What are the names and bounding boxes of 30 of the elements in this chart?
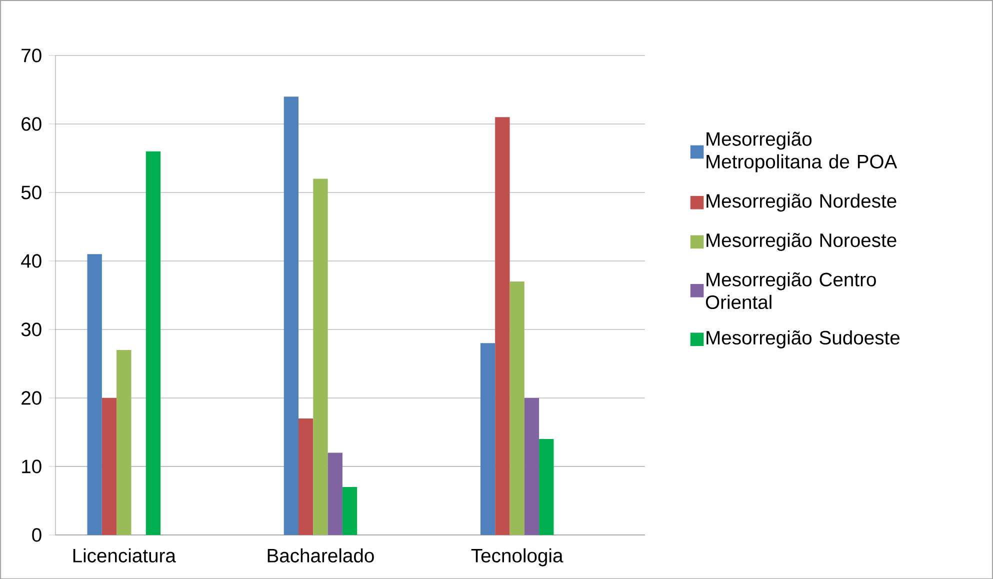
y-tick-label: 20 — [22, 390, 42, 405]
y-tick-label: 0 — [32, 528, 42, 542]
bar — [510, 281, 524, 535]
bar — [102, 398, 117, 535]
bar — [116, 350, 132, 535]
bar — [480, 342, 496, 535]
bar — [146, 151, 161, 535]
legend-label: Mesorregião Metropolitana de POA — [706, 131, 898, 172]
legend-label: Mesorregião Nordeste — [706, 193, 896, 212]
y-tick-label: 70 — [22, 48, 42, 62]
legend-label: Mesorregião Sudoeste — [706, 330, 900, 348]
bar — [495, 116, 510, 535]
y-tick-label: 30 — [21, 322, 42, 336]
legend-label: Mesorregião Noroeste — [706, 232, 896, 251]
bar — [313, 178, 328, 535]
bar — [524, 398, 540, 535]
bar — [539, 438, 554, 535]
x-tick-label: Licenciatura — [73, 548, 176, 562]
bar — [87, 254, 102, 535]
bar — [328, 452, 342, 535]
x-tick-label: Tecnologia — [471, 548, 564, 566]
y-tick-label: 60 — [22, 116, 42, 131]
y-tick-label: 50 — [21, 185, 42, 200]
y-tick-label: 40 — [21, 254, 42, 268]
bar — [284, 96, 298, 535]
bar — [342, 486, 358, 535]
x-tick-label: Bacharelado — [268, 548, 374, 562]
bar — [298, 418, 314, 535]
legend-label: Mesorregião Centro Oriental — [706, 272, 876, 309]
y-tick-label: 10 — [22, 459, 42, 474]
